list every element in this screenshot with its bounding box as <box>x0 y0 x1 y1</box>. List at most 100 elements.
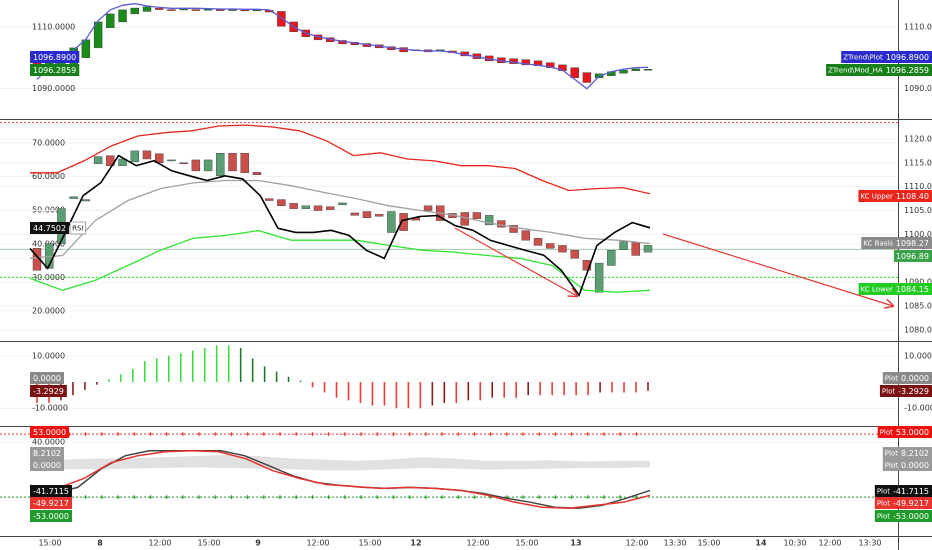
level-marker <box>180 432 185 437</box>
tag-label: Plot <box>877 500 890 508</box>
level-marker <box>278 495 282 500</box>
price-tag: 8.2102 <box>30 447 64 459</box>
level-marker <box>245 495 250 500</box>
price-tag: 1096.2859 <box>30 64 80 76</box>
tag-value: 1096.8900 <box>886 53 929 62</box>
tag-value: 44.7502 <box>33 224 66 233</box>
level-marker <box>618 495 623 500</box>
x-tick-label: 10:30 <box>783 539 806 548</box>
x-tick-label: 12:00 <box>466 539 489 548</box>
candle <box>289 203 298 209</box>
y-tick-label: -10.0000 <box>904 404 932 413</box>
y-tick-label: 70.0000 <box>32 138 65 147</box>
y-tick-label: 1105.0000 <box>904 206 932 215</box>
candle <box>619 69 628 74</box>
level-marker <box>375 495 380 500</box>
layers: 1090.0000 1090.0000 1110.0000 1110.0000 20.0… <box>0 3 932 548</box>
level-marker <box>440 495 444 500</box>
level-marker <box>585 432 590 437</box>
candle <box>179 8 188 11</box>
level-marker <box>553 495 558 500</box>
line-series <box>30 124 651 195</box>
level-marker <box>407 432 412 437</box>
x-tick-label: 13 <box>570 539 581 548</box>
level-marker <box>391 495 396 500</box>
level-marker <box>504 432 509 437</box>
candle <box>533 238 543 246</box>
tag-box <box>30 510 72 522</box>
candle <box>631 242 640 256</box>
tag-box <box>30 222 70 234</box>
candle <box>252 172 262 175</box>
y-tick-label: 1110.0000 <box>904 182 932 191</box>
y-tick-label: 1115.0000 <box>904 158 932 167</box>
candle <box>472 212 482 219</box>
level-marker <box>229 495 234 500</box>
y-tick-label: 1120.0000 <box>904 134 932 143</box>
candle <box>521 59 530 66</box>
candle <box>338 202 347 206</box>
tag-box <box>30 64 80 76</box>
candle <box>387 211 396 233</box>
candle <box>167 159 176 162</box>
tag-label: Plot <box>882 388 895 396</box>
candle <box>484 215 494 226</box>
candle <box>582 72 592 83</box>
candle <box>277 11 286 27</box>
candle <box>558 245 567 253</box>
tag-value: 1096.2859 <box>33 66 76 75</box>
level-marker <box>359 495 363 500</box>
candle <box>374 214 384 217</box>
level-marker <box>310 495 315 500</box>
tag-box <box>874 497 932 509</box>
candle <box>106 155 115 166</box>
candle <box>594 262 604 293</box>
level-marker <box>261 432 266 437</box>
x-tick-label: 12:00 <box>148 539 171 548</box>
y-tick-label: 1090.0000 <box>904 278 932 287</box>
candle <box>631 68 640 71</box>
y-tick-label: 1110.0000 <box>32 22 75 31</box>
tag-label: RSI <box>72 225 83 233</box>
level-marker <box>472 495 477 500</box>
tag-box <box>30 459 64 471</box>
candle <box>118 9 127 23</box>
level-marker <box>99 495 104 500</box>
tag-label-box <box>69 221 86 235</box>
candle <box>240 153 249 174</box>
candle <box>118 158 127 166</box>
trend-arrow <box>454 227 577 296</box>
tag-box <box>30 385 67 397</box>
level-marker <box>326 432 331 437</box>
tag-label: Plot <box>885 462 898 470</box>
level-marker <box>537 432 542 437</box>
candle <box>203 159 213 172</box>
level-marker <box>197 432 201 437</box>
candle <box>93 156 103 164</box>
y-tick-label: 1090.0000 <box>904 84 932 93</box>
candle <box>179 162 188 164</box>
candle <box>399 213 408 231</box>
line-series <box>36 3 649 90</box>
candle <box>264 198 274 201</box>
candle <box>142 150 152 160</box>
y-tick-label: 40.0000 <box>32 437 65 446</box>
level-marker <box>229 432 234 437</box>
level-marker <box>391 432 396 437</box>
tag-label: KC Upper <box>860 193 893 201</box>
level-marker <box>164 432 169 437</box>
level-marker <box>618 432 623 437</box>
y-tick-label: 1100.0000 <box>904 230 932 239</box>
tag-box <box>874 510 932 522</box>
candle <box>240 9 249 12</box>
price-tag: -41.7115 <box>30 485 72 497</box>
line-series <box>29 179 651 259</box>
